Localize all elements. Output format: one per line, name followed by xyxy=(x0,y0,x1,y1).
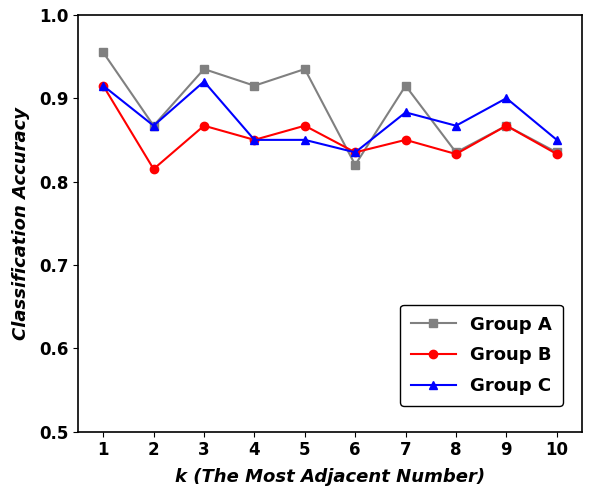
Group B xyxy=(452,151,460,157)
Line: Group A: Group A xyxy=(99,48,561,169)
Group A xyxy=(402,83,409,89)
Y-axis label: Classification Accuracy: Classification Accuracy xyxy=(13,107,31,340)
Group A xyxy=(503,123,510,128)
Group C xyxy=(200,78,208,84)
Group C xyxy=(503,95,510,101)
Group A xyxy=(150,123,157,128)
Group B xyxy=(553,151,560,157)
Group A xyxy=(553,149,560,155)
Group B xyxy=(402,137,409,143)
Group B xyxy=(150,166,157,172)
Group A xyxy=(100,50,107,56)
Group B xyxy=(301,123,308,128)
Group C xyxy=(452,123,460,128)
Legend: Group A, Group B, Group C: Group A, Group B, Group C xyxy=(400,305,563,406)
Group B xyxy=(100,83,107,89)
Group C xyxy=(402,110,409,116)
Group C xyxy=(100,83,107,89)
Line: Group C: Group C xyxy=(99,77,561,157)
Group C xyxy=(150,123,157,128)
Group B xyxy=(352,149,359,155)
Group C xyxy=(352,149,359,155)
Line: Group B: Group B xyxy=(99,81,561,173)
Group A xyxy=(251,83,258,89)
Group A xyxy=(301,66,308,72)
Group C xyxy=(251,137,258,143)
Group A xyxy=(200,66,208,72)
Group C xyxy=(301,137,308,143)
Group B xyxy=(251,137,258,143)
Group A xyxy=(452,149,460,155)
X-axis label: k (The Most Adjacent Number): k (The Most Adjacent Number) xyxy=(175,468,485,486)
Group B xyxy=(503,123,510,128)
Group C xyxy=(553,137,560,143)
Group B xyxy=(200,123,208,128)
Group A xyxy=(352,162,359,168)
